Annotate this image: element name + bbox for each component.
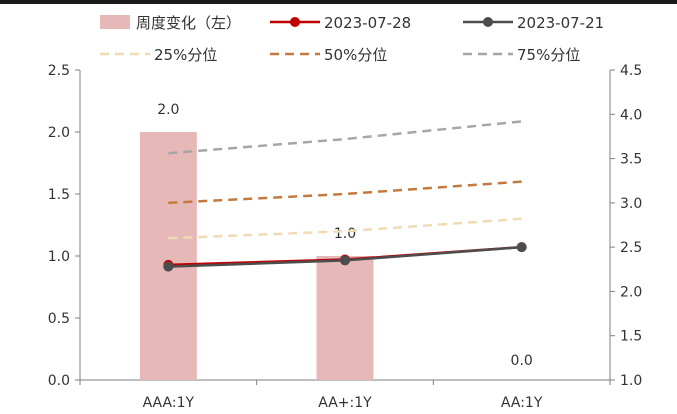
right-tick-label: 2.5 — [620, 240, 642, 256]
bar-data-label: 0.0 — [511, 353, 533, 369]
top-rule — [0, 0, 677, 4]
legend-label: 25%分位 — [154, 46, 217, 64]
right-tick-label: 1.5 — [620, 329, 642, 345]
left-tick-label: 1.5 — [48, 187, 70, 203]
series-point — [163, 261, 174, 272]
bar-data-label: 1.0 — [334, 226, 356, 242]
legend-label: 2023-07-21 — [517, 14, 604, 32]
x-tick-label: AA+:1Y — [318, 395, 372, 411]
left-tick-label: 1.0 — [48, 249, 70, 265]
series-point — [340, 255, 350, 266]
legend-label: 50%分位 — [324, 46, 387, 64]
right-tick-label: 4.0 — [620, 107, 642, 123]
bar-data-label: 2.0 — [157, 102, 179, 118]
series-line — [168, 180, 522, 205]
legend-marker — [290, 17, 300, 27]
left-tick-label: 2.0 — [48, 125, 70, 141]
bar — [139, 132, 197, 380]
right-tick-label: 4.5 — [620, 63, 642, 79]
legend-label: 75%分位 — [517, 46, 580, 64]
right-tick-label: 3.5 — [620, 152, 642, 168]
right-tick-label: 3.0 — [620, 196, 642, 212]
x-tick-label: AA:1Y — [501, 395, 543, 411]
bar — [316, 256, 374, 380]
series-line — [168, 120, 522, 155]
legend-label: 2023-07-28 — [324, 14, 411, 32]
left-tick-label: 0.5 — [48, 311, 70, 327]
legend-marker — [483, 17, 493, 27]
right-tick-label: 1.0 — [620, 373, 642, 389]
legend-label: 周度变化（左） — [136, 14, 241, 32]
x-tick-label: AAA:1Y — [143, 395, 195, 411]
left-tick-label: 2.5 — [48, 63, 70, 79]
series-point — [516, 242, 527, 253]
legend-swatch — [100, 15, 130, 29]
right-tick-label: 2.0 — [620, 284, 642, 300]
left-tick-label: 0.0 — [48, 373, 70, 389]
